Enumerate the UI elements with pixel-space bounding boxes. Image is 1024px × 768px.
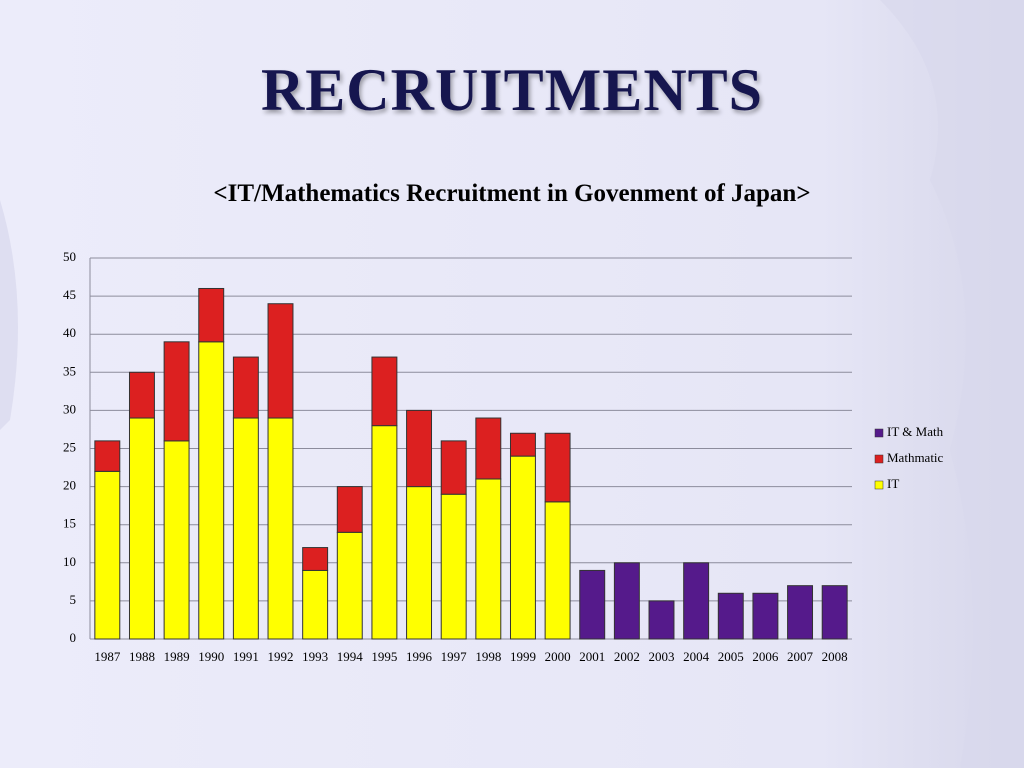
x-tick-label: 2000 bbox=[545, 649, 571, 664]
bar-segment bbox=[336, 531, 363, 640]
bar-segment bbox=[267, 303, 294, 419]
bar-segment bbox=[544, 432, 571, 503]
y-tick-label: 40 bbox=[63, 325, 76, 340]
legend-swatch bbox=[874, 428, 884, 438]
bar-segment bbox=[163, 341, 190, 442]
bar-segment bbox=[94, 440, 121, 472]
x-tick-label: 1990 bbox=[198, 649, 224, 664]
bar-segment bbox=[198, 341, 225, 640]
decoration bbox=[0, 200, 18, 430]
bar-segment bbox=[440, 493, 467, 640]
bar-segment bbox=[683, 562, 710, 640]
x-tick-label: 1991 bbox=[233, 649, 259, 664]
bar-segment bbox=[267, 417, 294, 640]
y-tick-label: 25 bbox=[63, 439, 76, 454]
x-tick-label: 2005 bbox=[718, 649, 744, 664]
bar-segment bbox=[475, 478, 502, 640]
bar-segment bbox=[475, 417, 502, 480]
bar-segment bbox=[717, 592, 744, 640]
bar-segment bbox=[302, 547, 329, 571]
legend-label: IT bbox=[887, 476, 899, 491]
decoration bbox=[880, 0, 1024, 768]
y-tick-label: 0 bbox=[70, 630, 77, 645]
legend-label: Mathmatic bbox=[887, 450, 944, 465]
x-tick-label: 2006 bbox=[752, 649, 779, 664]
x-tick-label: 2004 bbox=[683, 649, 710, 664]
y-tick-label: 45 bbox=[63, 287, 76, 302]
x-tick-label: 2008 bbox=[822, 649, 848, 664]
bar-segment bbox=[579, 569, 606, 640]
x-tick-label: 1994 bbox=[337, 649, 364, 664]
x-tick-label: 2007 bbox=[787, 649, 814, 664]
legend-swatch bbox=[874, 480, 884, 490]
x-tick-label: 1987 bbox=[94, 649, 121, 664]
x-tick-label: 1997 bbox=[441, 649, 468, 664]
bar-segment bbox=[787, 585, 814, 640]
y-tick-label: 15 bbox=[63, 516, 76, 531]
x-tick-label: 1992 bbox=[268, 649, 294, 664]
bar-segment bbox=[128, 417, 155, 640]
x-tick-label: 1996 bbox=[406, 649, 433, 664]
bar-segment bbox=[371, 425, 398, 640]
legend-label: IT & Math bbox=[887, 424, 944, 439]
bar-segment bbox=[613, 562, 640, 640]
bar-segment bbox=[509, 432, 536, 457]
bar-segment bbox=[752, 592, 779, 640]
x-tick-label: 1999 bbox=[510, 649, 536, 664]
y-tick-label: 30 bbox=[63, 401, 76, 416]
bar-segment bbox=[302, 569, 329, 640]
bar-segment bbox=[509, 455, 536, 640]
x-tick-label: 2002 bbox=[614, 649, 640, 664]
bar-segment bbox=[94, 470, 121, 640]
x-tick-label: 1989 bbox=[164, 649, 190, 664]
bar-segment bbox=[440, 440, 467, 495]
x-tick-label: 1995 bbox=[371, 649, 397, 664]
bar-segment bbox=[163, 440, 190, 640]
bar-segment bbox=[544, 501, 571, 640]
bar-segment bbox=[232, 417, 259, 640]
chart-title: <IT/Mathematics Recruitment in Govenment… bbox=[213, 180, 811, 207]
y-tick-label: 50 bbox=[63, 249, 76, 264]
x-tick-label: 1988 bbox=[129, 649, 155, 664]
bar-segment bbox=[821, 585, 848, 640]
x-tick-label: 1998 bbox=[475, 649, 501, 664]
bar-segment bbox=[406, 486, 433, 640]
x-tick-label: 2001 bbox=[579, 649, 605, 664]
bar-segment bbox=[198, 287, 225, 343]
x-tick-label: 1993 bbox=[302, 649, 328, 664]
y-tick-label: 5 bbox=[70, 592, 77, 607]
bar-segment bbox=[128, 371, 155, 419]
bar-segment bbox=[232, 356, 259, 419]
bar-segment bbox=[336, 486, 363, 533]
bar-segment bbox=[406, 409, 433, 488]
x-tick-label: 2003 bbox=[649, 649, 675, 664]
y-tick-label: 20 bbox=[63, 478, 76, 493]
slide-title: RECRUITMENTS bbox=[260, 57, 764, 123]
bar-segment bbox=[371, 356, 398, 427]
bar-segment bbox=[648, 600, 675, 640]
y-tick-label: 35 bbox=[63, 363, 76, 378]
y-tick-label: 10 bbox=[63, 554, 76, 569]
legend-swatch bbox=[874, 454, 884, 464]
